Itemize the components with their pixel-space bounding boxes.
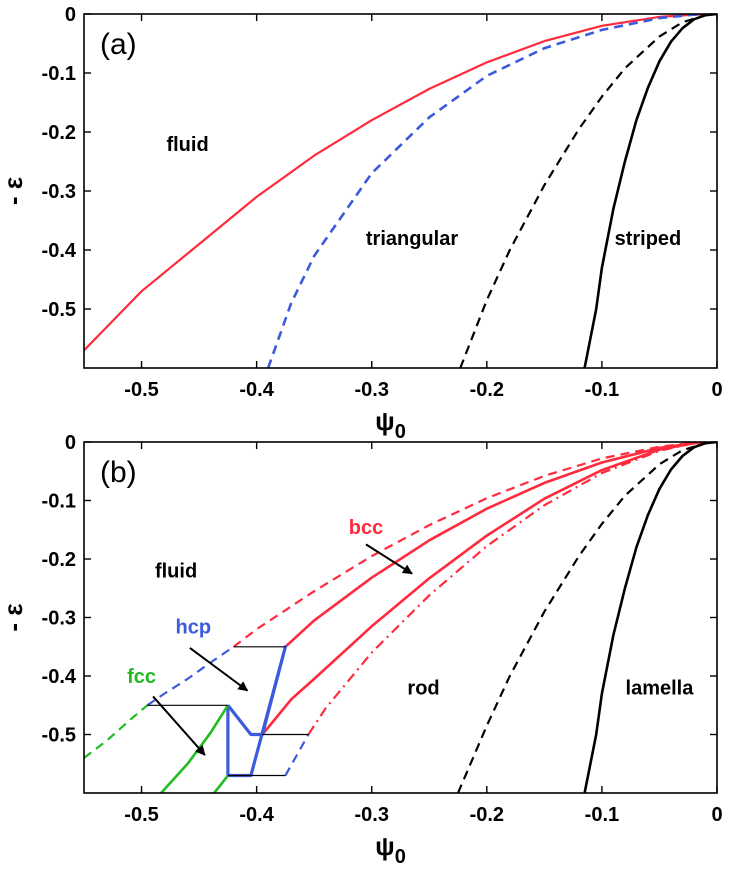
panel-b-series-rod-lamella-dashed [456,442,717,793]
panel-a-y-tick-label: -0.2 [42,122,76,144]
panel-a-y-tick-label: 0 [65,4,76,26]
panel-b-plot-area [84,442,717,793]
panel-b-x-tick-label: -0.2 [470,804,504,826]
panel-b-y-tick-label: -0.4 [42,666,77,688]
panel-a-x-axis-symbol: ψ [375,406,395,436]
panel-b-series-hcp-rod-dashed [284,733,310,777]
panel-a-series-triangular-striped-dashed [459,14,717,368]
panel-b-fcc-arrow [152,695,206,756]
panel-b-series-bcc-fluid-solid [284,442,717,648]
panel-b-region-label-lamella: lamella [626,678,695,700]
panel-b-region-label-fcc: fcc [127,666,156,688]
panel-b-y-tick-label: -0.5 [42,725,76,747]
panel-b-x-tick-label: 0 [711,804,722,826]
panel-a-x-axis-subscript: 0 [395,421,406,443]
panel-b-series-fcc-hcp-right [213,774,229,793]
panel-b-region-label-rod: rod [407,678,439,700]
panel-b-hcp-arrow [189,647,249,692]
panel-b-x-tick-label: -0.5 [124,804,158,826]
panel-a-x-tick-label: -0.4 [239,379,274,401]
panel-a-y-tick-label: -0.5 [42,299,76,321]
panel-b-region-label-fluid: fluid [155,561,197,583]
panel-b-y-tick-label: -0.3 [42,608,76,630]
panel-a-x-axis-title: ψ0 [375,406,406,443]
panel-b: -0.5 -0.4 -0.3 -0.2 -0.1 0 0 -0.1 -0.2 -0.3 -0.4 -0… [0,432,723,868]
panel-a-plot-area [84,14,717,368]
panel-a: -0.5 -0.4 -0.3 -0.2 -0.1 0 0 -0.1 -0.2 -0.3 -0.4 -0… [0,4,723,443]
panel-b-x-tick-label: -0.3 [354,804,388,826]
panel-b-series-hcp-region [226,645,287,778]
panel-a-y-axis-title: - ε [0,177,28,205]
panel-a-y-tick-label: -0.1 [42,63,76,85]
panel-a-region-label-fluid: fluid [166,134,208,156]
panel-a-x-tick-label: -0.1 [585,379,619,401]
panel-b-label: (b) [100,456,137,489]
panel-b-x-axis-subscript: 0 [395,846,406,868]
panel-b-series-fluid-hcp-dashed [146,645,235,707]
panel-b-series-rod-lamella [583,442,717,793]
panel-b-region-label-hcp: hcp [176,616,212,638]
panel-b-bcc-arrow [365,543,413,575]
panel-a-series-triangular-spinodal [266,14,717,368]
panel-b-x-axis-title: ψ0 [375,831,406,868]
panel-b-series-bcc-rod-dashdot [307,442,717,736]
panel-b-region-label-bcc: bcc [349,517,383,539]
panel-b-x-tick-label: -0.1 [585,804,619,826]
panel-a-axes-frame [83,13,718,369]
panel-a-region-label-triangular: triangular [366,228,458,250]
panel-b-x-axis-symbol: ψ [375,831,395,861]
panel-a-series-fluid-triangular [84,14,717,352]
panel-a-y-tick-label: -0.4 [42,240,77,262]
panel-a-region-label-striped: striped [615,228,682,250]
panel-b-series-fluid-fcc-dashed [84,704,149,759]
panel-b-y-tick-label: -0.2 [42,549,76,571]
panel-b-y-axis-title: - ε [0,603,28,631]
panel-b-series-fcc-hcp-left [160,704,229,793]
panel-a-x-tick-label: -0.2 [470,379,504,401]
panel-a-y-tick-label: -0.3 [42,181,76,203]
panel-b-y-tick-label: 0 [65,432,76,454]
panel-a-x-tick-label: 0 [711,379,722,401]
panel-a-x-tick-label: -0.3 [354,379,388,401]
panel-a-x-tick-label: -0.5 [124,379,158,401]
panel-b-x-tick-label: -0.4 [239,804,274,826]
panel-b-y-tick-label: -0.1 [42,491,76,513]
panel-a-label: (a) [100,28,137,61]
panel-a-series-triangular-striped [583,14,717,368]
